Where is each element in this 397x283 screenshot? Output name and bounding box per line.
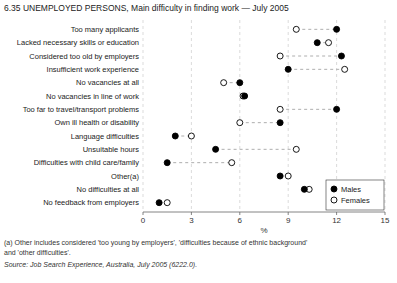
point xyxy=(213,146,219,152)
grid-line xyxy=(143,20,144,212)
footnote: (a) Other includes considered 'too young… xyxy=(4,239,307,247)
grid-line xyxy=(385,20,386,212)
legend-frame xyxy=(326,180,384,210)
point xyxy=(285,173,291,179)
tick-label: 12 xyxy=(332,216,341,225)
category-label: Too far to travel/transport problems xyxy=(23,105,140,114)
category-label: Considered too old by employers xyxy=(29,52,139,61)
tick-label: 6 xyxy=(238,216,243,225)
source: Source: Job Search Experience, Australia… xyxy=(4,261,197,269)
connector xyxy=(216,149,297,150)
point xyxy=(237,120,243,126)
connector xyxy=(296,29,336,30)
point xyxy=(293,146,299,152)
category-label: Language difficulties xyxy=(71,132,139,141)
point xyxy=(156,200,162,206)
point xyxy=(237,80,243,86)
point xyxy=(277,120,283,126)
category-label: Difficulties with child care/family xyxy=(34,158,140,167)
point xyxy=(242,93,248,99)
x-axis-label: % xyxy=(260,226,267,235)
chart: 6.35 UNEMPLOYED PERSONS, Main difficulty… xyxy=(0,0,397,283)
connector xyxy=(167,162,232,163)
tick-label: 3 xyxy=(189,216,194,225)
category-label: Unsuitable hours xyxy=(83,145,140,154)
category-label: Own ill health or disability xyxy=(54,118,139,127)
point xyxy=(338,53,344,59)
legend-label: Females xyxy=(341,196,370,205)
point xyxy=(293,26,299,32)
tick-mark xyxy=(385,212,386,215)
category-label: Insufficient work experience xyxy=(47,65,139,74)
legend-label: Males xyxy=(341,185,361,194)
tick-mark xyxy=(143,212,144,215)
tick-mark xyxy=(239,212,240,215)
category-label: No difficulties at all xyxy=(77,185,140,194)
tick-label: 15 xyxy=(381,216,390,225)
tick-mark xyxy=(288,212,289,215)
point xyxy=(164,200,170,206)
tick-label: 0 xyxy=(141,216,146,225)
point xyxy=(314,40,320,46)
point xyxy=(301,186,307,192)
point xyxy=(334,106,340,112)
title: 6.35 UNEMPLOYED PERSONS, Main difficulty… xyxy=(4,3,289,13)
tick-label: 9 xyxy=(286,216,291,225)
point xyxy=(221,80,227,86)
connector xyxy=(240,122,280,123)
marks xyxy=(156,26,348,205)
x-axis-line xyxy=(143,212,385,213)
legend-marker xyxy=(331,197,337,203)
category-label: No vacancies at all xyxy=(76,78,139,87)
point xyxy=(277,106,283,112)
grid-line xyxy=(239,20,240,212)
point xyxy=(326,40,332,46)
grid-line xyxy=(191,20,192,212)
grid xyxy=(143,20,385,212)
category-label: Lacked necessary skills or education xyxy=(17,38,139,47)
connector xyxy=(288,69,344,70)
point xyxy=(277,53,283,59)
tick-mark xyxy=(191,212,192,215)
point xyxy=(277,173,283,179)
point xyxy=(342,66,348,72)
legend-marker xyxy=(331,186,337,192)
point xyxy=(285,66,291,72)
connector xyxy=(280,109,336,110)
point xyxy=(172,133,178,139)
footnote: and 'other difficulties'. xyxy=(4,249,71,256)
point xyxy=(188,133,194,139)
point xyxy=(164,160,170,166)
category-label: No vacancies in line of work xyxy=(46,92,139,101)
category-label: Too many applicants xyxy=(71,25,140,34)
legend: Males Females xyxy=(326,180,384,210)
tick-mark xyxy=(336,212,337,215)
point xyxy=(229,160,235,166)
category-label: No feedback from employers xyxy=(43,198,139,207)
grid-line xyxy=(288,20,289,212)
category-label: Other(a) xyxy=(111,172,139,181)
point xyxy=(334,26,340,32)
connector xyxy=(280,56,341,57)
